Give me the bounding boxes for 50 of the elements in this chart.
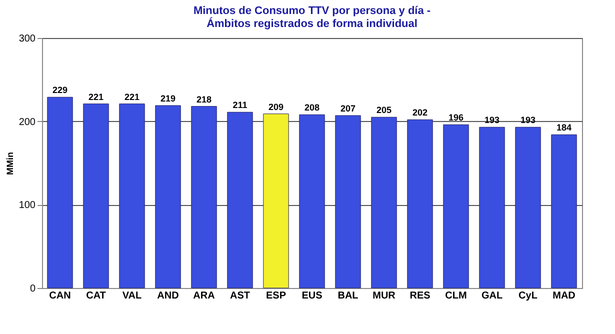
data-label: 196 <box>448 112 464 123</box>
x-tick-label: VAL <box>122 290 142 302</box>
bar <box>47 96 73 288</box>
x-tick-label: GAL <box>481 290 503 302</box>
x-tick-label: CyL <box>518 290 538 302</box>
y-axis-title: MMin <box>4 152 15 175</box>
bar <box>335 115 361 288</box>
data-label: 207 <box>340 104 356 114</box>
x-tick-label: ARA <box>193 290 215 302</box>
x-tick-label: RES <box>410 290 431 302</box>
bar <box>371 116 397 288</box>
y-tick-label: 200 <box>18 116 36 128</box>
bar <box>515 126 541 288</box>
x-tick-label: ESP <box>266 290 286 302</box>
bar <box>263 114 289 288</box>
data-label: 184 <box>556 122 572 133</box>
data-label: 205 <box>376 105 392 116</box>
bar <box>407 119 433 288</box>
bar <box>227 112 253 288</box>
x-tick-label: EUS <box>302 290 323 302</box>
x-tick-label: MAD <box>552 290 576 302</box>
x-tick-label: CAT <box>86 290 106 302</box>
x-tick-label: CLM <box>445 290 467 302</box>
bar <box>155 105 181 288</box>
data-label: 219 <box>160 94 176 104</box>
data-label: 211 <box>232 100 248 110</box>
data-label: 221 <box>124 92 140 102</box>
bar <box>299 114 325 288</box>
data-label: 202 <box>412 108 428 118</box>
x-tick-label: CAN <box>49 290 71 302</box>
bar <box>119 104 145 288</box>
bar <box>479 126 505 288</box>
bar <box>83 104 109 288</box>
x-tick-label: BAL <box>338 290 358 302</box>
x-tick-label: AST <box>230 290 250 302</box>
text: Minutos de Consumo TTV por persona y día - <box>193 5 431 17</box>
data-label: 218 <box>196 94 212 104</box>
y-tick-label: 0 <box>30 284 36 294</box>
bar <box>443 124 469 288</box>
data-label: 209 <box>268 102 284 112</box>
data-label: 229 <box>52 85 68 96</box>
y-tick-label: 300 <box>18 34 36 44</box>
x-tick-label: MUR <box>372 290 396 302</box>
bar <box>551 134 577 288</box>
bar <box>191 106 217 288</box>
data-label: 221 <box>88 92 104 102</box>
data-label: 208 <box>304 102 320 113</box>
y-tick-label: 100 <box>18 200 36 212</box>
text: Ámbitos registrados de forma individual <box>206 18 418 30</box>
x-tick-label: AND <box>157 290 179 302</box>
